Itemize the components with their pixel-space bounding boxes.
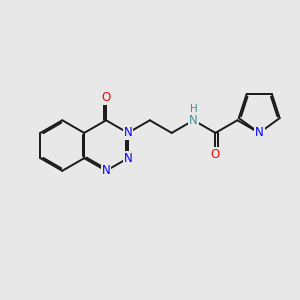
Text: O: O — [211, 148, 220, 161]
Text: N: N — [124, 126, 132, 140]
Text: N: N — [255, 126, 264, 140]
Text: N: N — [124, 152, 132, 165]
Text: H: H — [190, 104, 197, 114]
Text: O: O — [101, 91, 111, 103]
Text: N: N — [189, 114, 198, 127]
Text: N: N — [102, 164, 110, 177]
